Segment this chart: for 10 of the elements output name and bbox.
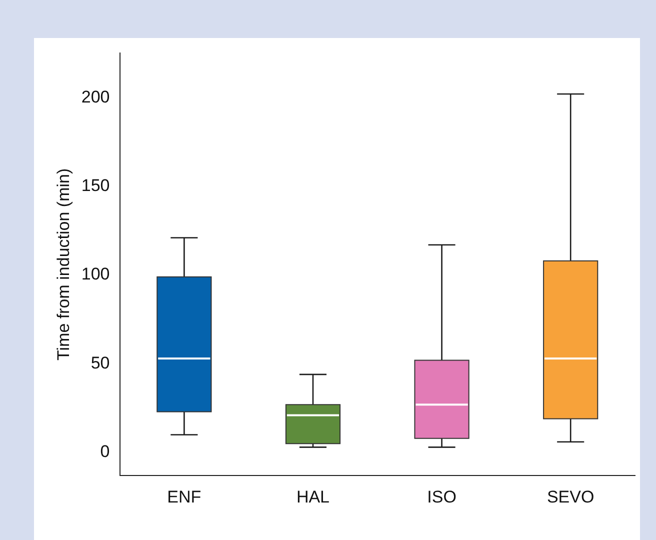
y-axis-title: Time from induction (min) [54,168,73,360]
y-tick-label: 50 [90,353,110,372]
x-tick-label: ENF [167,487,202,506]
x-tick-label: ISO [427,487,456,506]
y-tick-label: 150 [81,176,110,195]
x-tick-label: SEVO [546,487,594,506]
y-tick-label: 100 [81,264,110,284]
y-tick-label: 200 [81,87,110,106]
x-tick-label: HAL [296,487,330,506]
y-tick-label: 0 [100,442,110,462]
